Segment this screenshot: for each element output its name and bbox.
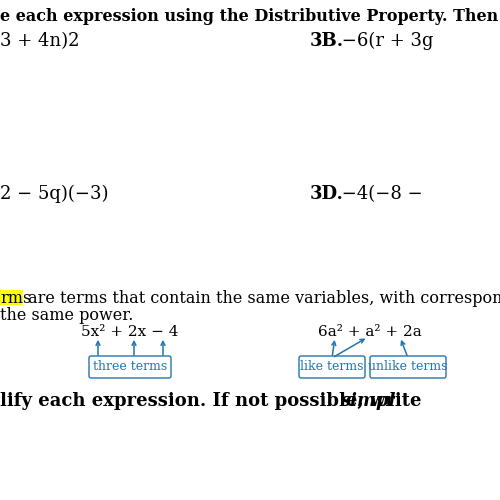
FancyBboxPatch shape bbox=[89, 356, 171, 378]
Text: three terms: three terms bbox=[93, 360, 167, 374]
Text: −4(−8 −: −4(−8 − bbox=[336, 185, 423, 203]
FancyBboxPatch shape bbox=[299, 356, 365, 378]
Text: 3D.: 3D. bbox=[310, 185, 344, 203]
Text: simpl: simpl bbox=[340, 392, 396, 410]
Text: lify each expression. If not possible, write: lify each expression. If not possible, w… bbox=[0, 392, 428, 410]
Text: unlike terms: unlike terms bbox=[368, 360, 448, 374]
Text: 3 + 4n)2: 3 + 4n)2 bbox=[0, 32, 80, 50]
Text: are terms that contain the same variables, with corresponding v: are terms that contain the same variable… bbox=[23, 290, 500, 307]
Text: like terms: like terms bbox=[300, 360, 364, 374]
Text: 5x² + 2x − 4: 5x² + 2x − 4 bbox=[81, 325, 179, 339]
FancyBboxPatch shape bbox=[0, 290, 23, 305]
Text: 6a² + a² + 2a: 6a² + a² + 2a bbox=[318, 325, 422, 339]
Text: −6(r + 3g: −6(r + 3g bbox=[336, 32, 434, 50]
Text: 3B.: 3B. bbox=[310, 32, 344, 50]
Text: e each expression using the Distributive Property. Then sin: e each expression using the Distributive… bbox=[0, 8, 500, 25]
Text: rms: rms bbox=[0, 290, 31, 307]
Text: 2 − 5q)(−3): 2 − 5q)(−3) bbox=[0, 185, 108, 203]
Text: the same power.: the same power. bbox=[0, 307, 134, 324]
FancyBboxPatch shape bbox=[370, 356, 446, 378]
